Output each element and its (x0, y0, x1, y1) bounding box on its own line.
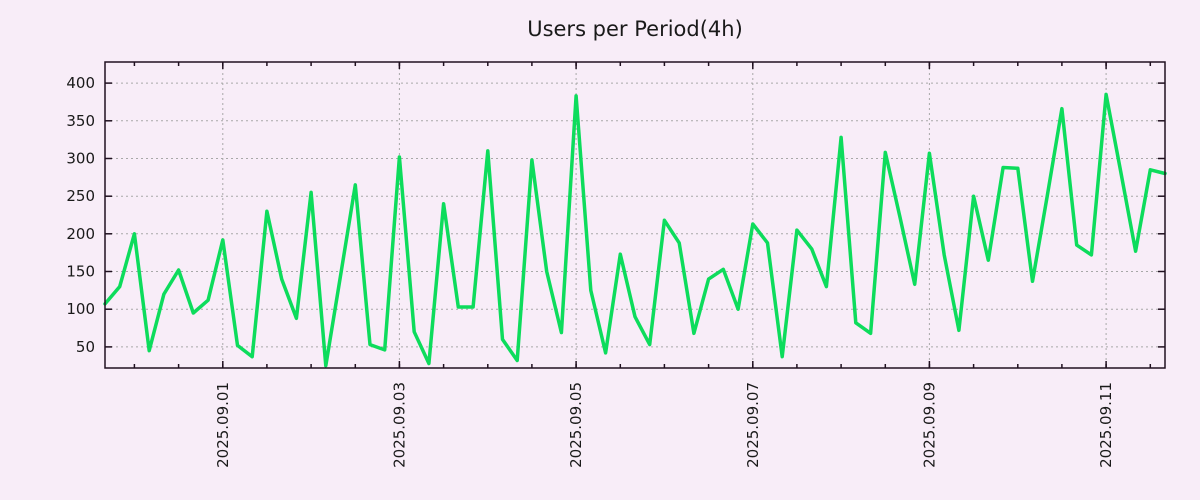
x-tick-label: 2025.09.09 (920, 382, 938, 468)
y-tick-label: 50 (76, 338, 95, 356)
y-tick-label: 150 (66, 263, 95, 281)
y-tick-label: 400 (66, 74, 95, 92)
y-tick-label: 250 (66, 187, 95, 205)
x-tick-label: 2025.09.05 (567, 382, 585, 468)
x-tick-label: 2025.09.07 (744, 382, 762, 468)
y-tick-label: 200 (66, 225, 95, 243)
y-tick-label: 100 (66, 300, 95, 318)
x-tick-label: 2025.09.03 (390, 382, 408, 468)
x-tick-label: 2025.09.01 (214, 382, 232, 468)
y-tick-label: 300 (66, 150, 95, 168)
x-tick-label: 2025.09.11 (1097, 382, 1115, 468)
plot-frame (104, 61, 1166, 369)
y-tick-label: 350 (66, 112, 95, 130)
series-line-users (103, 92, 1167, 368)
chart-title: Users per Period(4h) (527, 17, 743, 41)
